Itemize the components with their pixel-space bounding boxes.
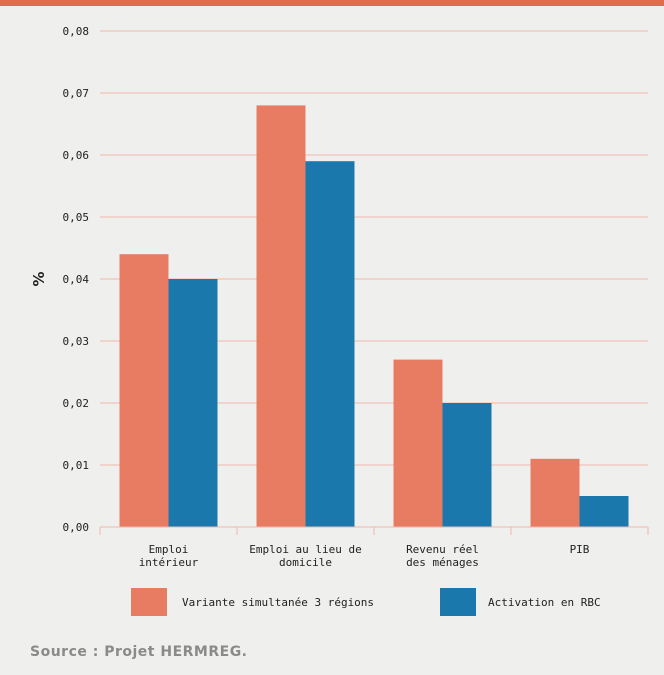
y-tick-label: 0,03 [63, 335, 90, 348]
top-rule [0, 0, 664, 6]
bar [168, 279, 218, 527]
bar [579, 496, 629, 527]
legend: Variante simultanée 3 régions Activation … [131, 588, 601, 616]
y-tick-label: 0,06 [63, 149, 90, 162]
x-tick-label: Emploi intérieur [139, 543, 199, 569]
y-tick-label: 0,00 [63, 521, 90, 534]
x-tick-label: Emploi au lieu de domicile [249, 543, 362, 569]
title-fragment: (%) [320, 0, 355, 7]
y-tick-label: 0,08 [63, 25, 90, 38]
x-tick-label: PIB [570, 543, 590, 556]
gridlines [100, 30, 648, 466]
y-tick-label: 0,04 [63, 273, 90, 286]
legend-label: Activation en RBC [488, 596, 601, 609]
bars [119, 105, 629, 528]
bar [393, 359, 443, 527]
legend-swatch [131, 588, 167, 616]
y-tick-label: 0,07 [63, 87, 90, 100]
x-tick-label: Revenu réel des ménages [406, 543, 479, 569]
y-tick-label: 0,02 [63, 397, 90, 410]
bar [305, 161, 355, 527]
bar-chart: 0,00 0,01 0,02 0,03 0,04 0,05 0,06 0,07 0,08 % E… [30, 25, 649, 616]
y-tick-label: 0,05 [63, 211, 90, 224]
legend-swatch [440, 588, 476, 616]
bar [119, 254, 169, 527]
y-tick-label: 0,01 [63, 459, 90, 472]
bar [256, 105, 306, 528]
y-axis-ticks: 0,00 0,01 0,02 0,03 0,04 0,05 0,06 0,07 0,08 [63, 25, 90, 534]
legend-label: Variante simultanée 3 régions [182, 596, 374, 609]
source-note: Source : Projet HERMREG. [30, 644, 248, 660]
bar [530, 458, 580, 527]
y-axis-label: % [30, 271, 48, 286]
x-axis: Emploi intérieur Emploi au lieu de domicile… [99, 526, 649, 569]
bar [442, 403, 492, 527]
